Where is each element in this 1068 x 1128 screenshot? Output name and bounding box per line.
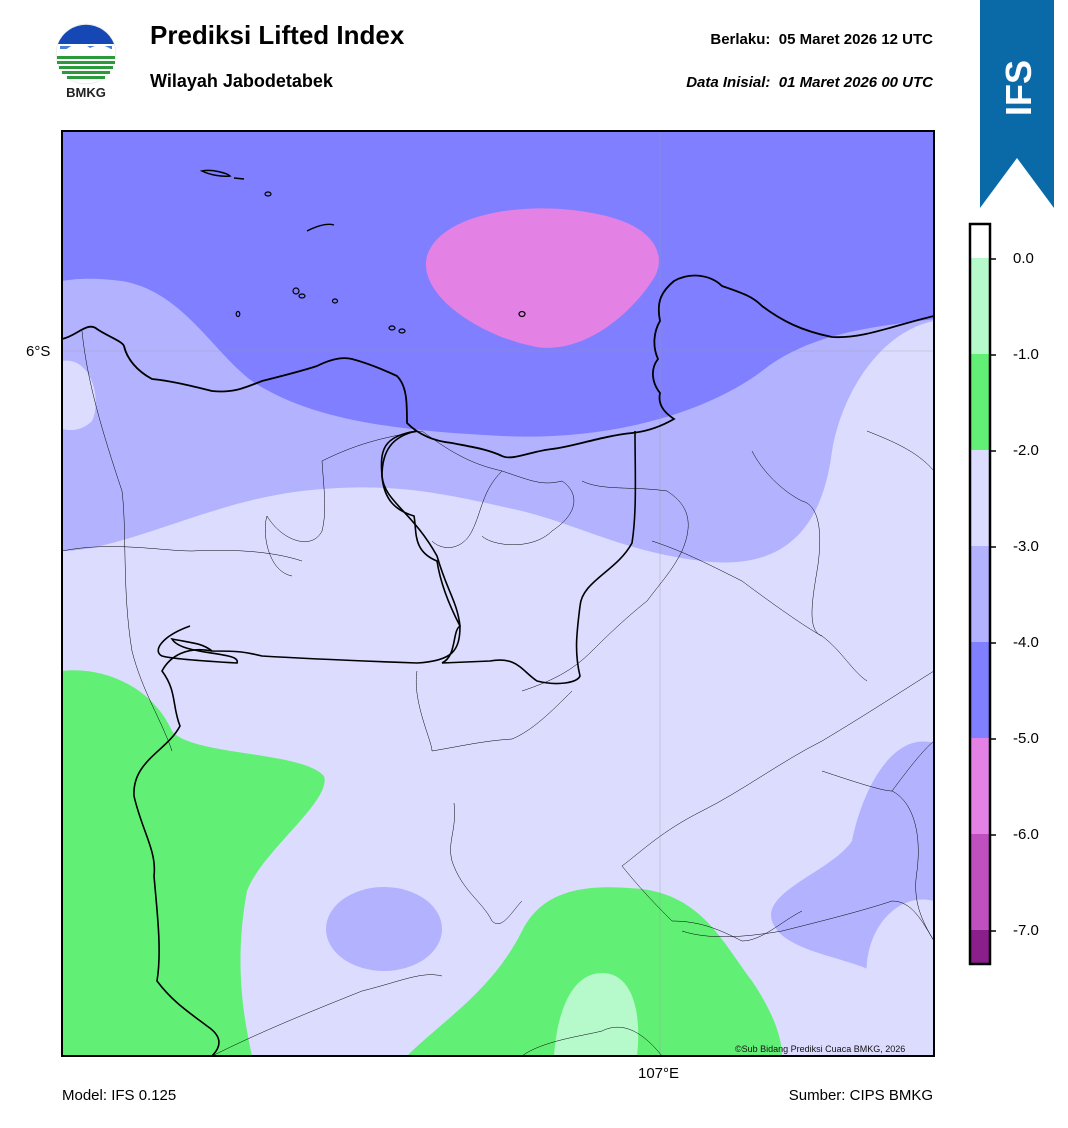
valid-time: Berlaku: 05 Maret 2026 12 UTC: [710, 31, 933, 48]
colorbar-tick: 0.0: [1013, 250, 1034, 267]
ifs-banner: [980, 0, 1054, 208]
island: [292, 287, 300, 295]
island: [233, 177, 245, 180]
band-0-minus1: [554, 973, 639, 1056]
bmkg-logo-icon: [55, 23, 117, 85]
island: [306, 223, 335, 232]
colorbar-minus4-minus5: [970, 642, 990, 738]
colorbar-tick: -5.0: [1013, 730, 1039, 747]
province-boundary: [133, 649, 220, 1056]
valid-label: Berlaku:: [710, 31, 771, 48]
colorbar-tick: -7.0: [1013, 922, 1039, 939]
band-minus2-minus3-west: [62, 360, 96, 431]
region-subtitle: Wilayah Jabodetabek: [150, 71, 333, 91]
valid-value: 05 Maret 2026 12 UTC: [778, 31, 933, 48]
district-boundaries: [62, 330, 934, 1056]
colorbar-minus3-minus4: [970, 546, 990, 642]
colorbar-minus1-minus2: [970, 354, 990, 450]
colorbar-below-minus7: [970, 930, 990, 964]
logo-text: BMKG: [66, 85, 106, 100]
island: [199, 169, 232, 177]
island: [398, 328, 406, 334]
province-boundary: [381, 430, 637, 685]
ifs-label: IFS: [998, 60, 1039, 116]
band-minus2-minus3-southeast: [866, 899, 934, 1031]
island: [298, 293, 306, 299]
colorbar-minus5-minus6: [970, 738, 990, 834]
init-label: Data Inisial:: [686, 74, 771, 91]
island: [331, 298, 339, 304]
lon-label: 107°E: [638, 1065, 680, 1082]
colorbar-tick: -1.0: [1013, 346, 1039, 363]
lifted-index-map: [62, 131, 934, 1056]
band-minus1-minus2-west: [62, 670, 325, 1056]
ifs-banner-text: IFS: [998, 60, 1039, 116]
model-label: Model: IFS 0.125: [62, 1087, 177, 1104]
coastline: [62, 274, 934, 459]
colorbar-minus6-minus7: [970, 834, 990, 930]
band-minus5-minus6: [425, 208, 659, 348]
band-minus1-minus2-south: [407, 887, 782, 1056]
island: [518, 310, 526, 318]
colorbar-above-0: [970, 224, 990, 258]
init-time: Data Inisial: 01 Maret 2026 00 UTC: [686, 74, 933, 91]
colorbar-minus2-minus3: [970, 450, 990, 546]
map-frame: [61, 130, 935, 1057]
colorbar: [968, 222, 996, 966]
source-label: Sumber: CIPS BMKG: [788, 1087, 933, 1104]
lat-label: 6°S: [26, 343, 51, 360]
colorbar-tick: -3.0: [1013, 538, 1039, 555]
colorbar-0-minus1: [970, 258, 990, 354]
copyright: ©Sub Bidang Prediksi Cuaca BMKG, 2026: [735, 1044, 906, 1054]
page-title: Prediksi Lifted Index: [150, 20, 405, 50]
colorbar-tick: -4.0: [1013, 634, 1039, 651]
init-value: 01 Maret 2026 00 UTC: [778, 74, 933, 91]
island: [235, 310, 241, 318]
colorbar-tick: -6.0: [1013, 826, 1039, 843]
island: [388, 325, 396, 331]
colorbar-tick: -2.0: [1013, 442, 1039, 459]
island: [264, 191, 272, 197]
band-minus3-minus4-center: [326, 887, 442, 971]
province-boundary: [157, 430, 461, 664]
